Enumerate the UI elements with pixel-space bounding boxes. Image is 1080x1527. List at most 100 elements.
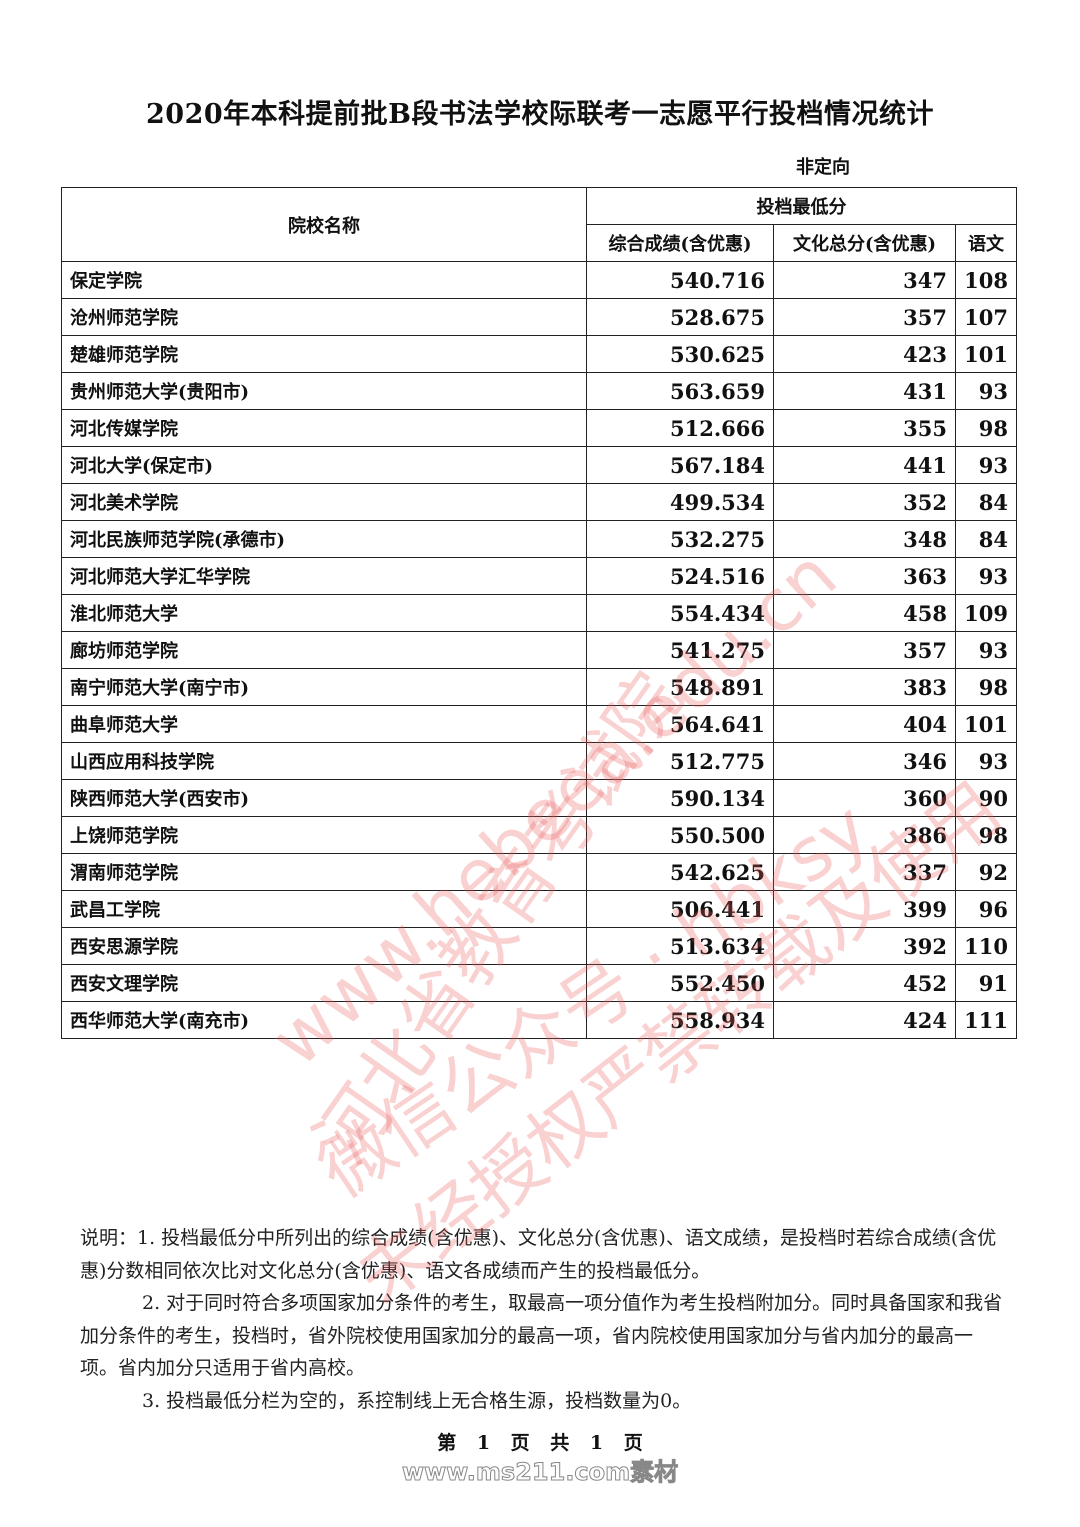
table-row: 河北大学(保定市) 567.184 441 93 (61, 446, 1017, 484)
chinese-score-cell: 110 (955, 927, 1017, 965)
page-title: 2020年本科提前批B段书法学校际联考一志愿平行投档情况统计 (146, 99, 934, 130)
school-name-cell: 河北传媒学院 (61, 409, 587, 447)
table-row: 上饶师范学院 550.500 386 98 (61, 816, 1017, 854)
culture-total-cell: 423 (773, 335, 956, 373)
table-row: 河北传媒学院 512.666 355 98 (61, 409, 1017, 447)
header-school-name: 院校名称 (61, 187, 587, 262)
culture-total-cell: 363 (773, 557, 956, 595)
culture-total-cell: 352 (773, 483, 956, 521)
chinese-score-cell: 109 (955, 594, 1017, 632)
table-row: 曲阜师范大学 564.641 404 101 (61, 705, 1017, 743)
composite-score-cell: 528.675 (586, 298, 774, 336)
culture-total-cell: 404 (773, 705, 956, 743)
chinese-score-cell: 111 (955, 1001, 1017, 1039)
school-name-cell: 曲阜师范大学 (61, 705, 587, 743)
school-name-cell: 渭南师范学院 (61, 853, 587, 891)
school-name-cell: 淮北师范大学 (61, 594, 587, 632)
school-name-cell: 南宁师范大学(南宁市) (61, 668, 587, 706)
composite-score-cell: 499.534 (586, 483, 774, 521)
table-row: 河北师范大学汇华学院 524.516 363 93 (61, 557, 1017, 595)
school-name-cell: 陕西师范大学(西安市) (61, 779, 587, 817)
composite-score-cell: 563.659 (586, 372, 774, 410)
school-name-cell: 河北民族师范学院(承德市) (61, 520, 587, 558)
composite-score-cell: 550.500 (586, 816, 774, 854)
page-footer: 第 1 页 共 1 页 (437, 1432, 643, 1454)
note-1: 说明：1. 投档最低分中所列出的综合成绩(含优惠)、文化总分(含优惠)、语文成绩… (80, 1227, 997, 1282)
chinese-score-cell: 98 (955, 409, 1017, 447)
table-row: 廊坊师范学院 541.275 357 93 (61, 631, 1017, 669)
culture-total-cell: 392 (773, 927, 956, 965)
school-name-cell: 贵州师范大学(贵阳市) (61, 372, 587, 410)
chinese-score-cell: 93 (955, 557, 1017, 595)
school-name-cell: 河北大学(保定市) (61, 446, 587, 484)
culture-total-cell: 431 (773, 372, 956, 410)
school-name-cell: 山西应用科技学院 (61, 742, 587, 780)
chinese-score-cell: 93 (955, 372, 1017, 410)
chinese-score-cell: 84 (955, 520, 1017, 558)
school-name-cell: 武昌工学院 (61, 890, 587, 928)
header-composite: 综合成绩(含优惠) (586, 224, 774, 262)
composite-score-cell: 540.716 (586, 261, 774, 299)
composite-score-cell: 567.184 (586, 446, 774, 484)
composite-score-cell: 548.891 (586, 668, 774, 706)
culture-total-cell: 441 (773, 446, 956, 484)
school-name-cell: 河北师范大学汇华学院 (61, 557, 587, 595)
note-2: 2. 对于同时符合多项国家加分条件的考生，取最高一项分值作为考生投档附加分。同时… (80, 1292, 1003, 1379)
watermark: www.ms211.com素材 (401, 1458, 679, 1487)
composite-score-cell: 552.450 (586, 964, 774, 1002)
table-row: 西安文理学院 552.450 452 91 (61, 964, 1017, 1002)
composite-score-cell: 532.275 (586, 520, 774, 558)
admission-table: 院校名称 投档最低分 综合成绩(含优惠) 文化总分(含优惠) 语文 保定学院 54… (61, 187, 1017, 1039)
school-name-cell: 西安文理学院 (61, 964, 587, 1002)
table-row: 西华师范大学(南充市) 558.934 424 111 (61, 1001, 1017, 1039)
subtitle: 非定向 (796, 157, 850, 178)
table-row: 沧州师范学院 528.675 357 107 (61, 298, 1017, 336)
composite-score-cell: 542.625 (586, 853, 774, 891)
composite-score-cell: 524.516 (586, 557, 774, 595)
school-name-cell: 保定学院 (61, 261, 587, 299)
chinese-score-cell: 107 (955, 298, 1017, 336)
culture-total-cell: 346 (773, 742, 956, 780)
school-name-cell: 沧州师范学院 (61, 298, 587, 336)
chinese-score-cell: 91 (955, 964, 1017, 1002)
school-name-cell: 河北美术学院 (61, 483, 587, 521)
composite-score-cell: 558.934 (586, 1001, 774, 1039)
chinese-score-cell: 108 (955, 261, 1017, 299)
header-min-score: 投档最低分 (586, 187, 1017, 225)
note-3: 3. 投档最低分栏为空的，系控制线上无合格生源，投档数量为0。 (142, 1389, 692, 1412)
composite-score-cell: 530.625 (586, 335, 774, 373)
culture-total-cell: 452 (773, 964, 956, 1002)
table-row: 西安思源学院 513.634 392 110 (61, 927, 1017, 965)
table-row: 河北美术学院 499.534 352 84 (61, 483, 1017, 521)
table-row: 楚雄师范学院 530.625 423 101 (61, 335, 1017, 373)
header-culture-total: 文化总分(含优惠) (773, 224, 956, 262)
culture-total-cell: 348 (773, 520, 956, 558)
school-name-cell: 西安思源学院 (61, 927, 587, 965)
chinese-score-cell: 90 (955, 779, 1017, 817)
table-row: 陕西师范大学(西安市) 590.134 360 90 (61, 779, 1017, 817)
chinese-score-cell: 84 (955, 483, 1017, 521)
header-chinese: 语文 (955, 224, 1017, 262)
culture-total-cell: 458 (773, 594, 956, 632)
composite-score-cell: 512.775 (586, 742, 774, 780)
composite-score-cell: 564.641 (586, 705, 774, 743)
school-name-cell: 西华师范大学(南充市) (61, 1001, 587, 1039)
table-row: 贵州师范大学(贵阳市) 563.659 431 93 (61, 372, 1017, 410)
notes: 说明：1. 投档最低分中所列出的综合成绩(含优惠)、文化总分(含优惠)、语文成绩… (80, 1222, 1010, 1417)
composite-score-cell: 554.434 (586, 594, 774, 632)
chinese-score-cell: 96 (955, 890, 1017, 928)
table-row: 淮北师范大学 554.434 458 109 (61, 594, 1017, 632)
culture-total-cell: 386 (773, 816, 956, 854)
culture-total-cell: 347 (773, 261, 956, 299)
chinese-score-cell: 101 (955, 705, 1017, 743)
composite-score-cell: 512.666 (586, 409, 774, 447)
table-row: 河北民族师范学院(承德市) 532.275 348 84 (61, 520, 1017, 558)
school-name-cell: 上饶师范学院 (61, 816, 587, 854)
composite-score-cell: 541.275 (586, 631, 774, 669)
composite-score-cell: 590.134 (586, 779, 774, 817)
culture-total-cell: 383 (773, 668, 956, 706)
chinese-score-cell: 93 (955, 742, 1017, 780)
composite-score-cell: 513.634 (586, 927, 774, 965)
school-name-cell: 廊坊师范学院 (61, 631, 587, 669)
composite-score-cell: 506.441 (586, 890, 774, 928)
